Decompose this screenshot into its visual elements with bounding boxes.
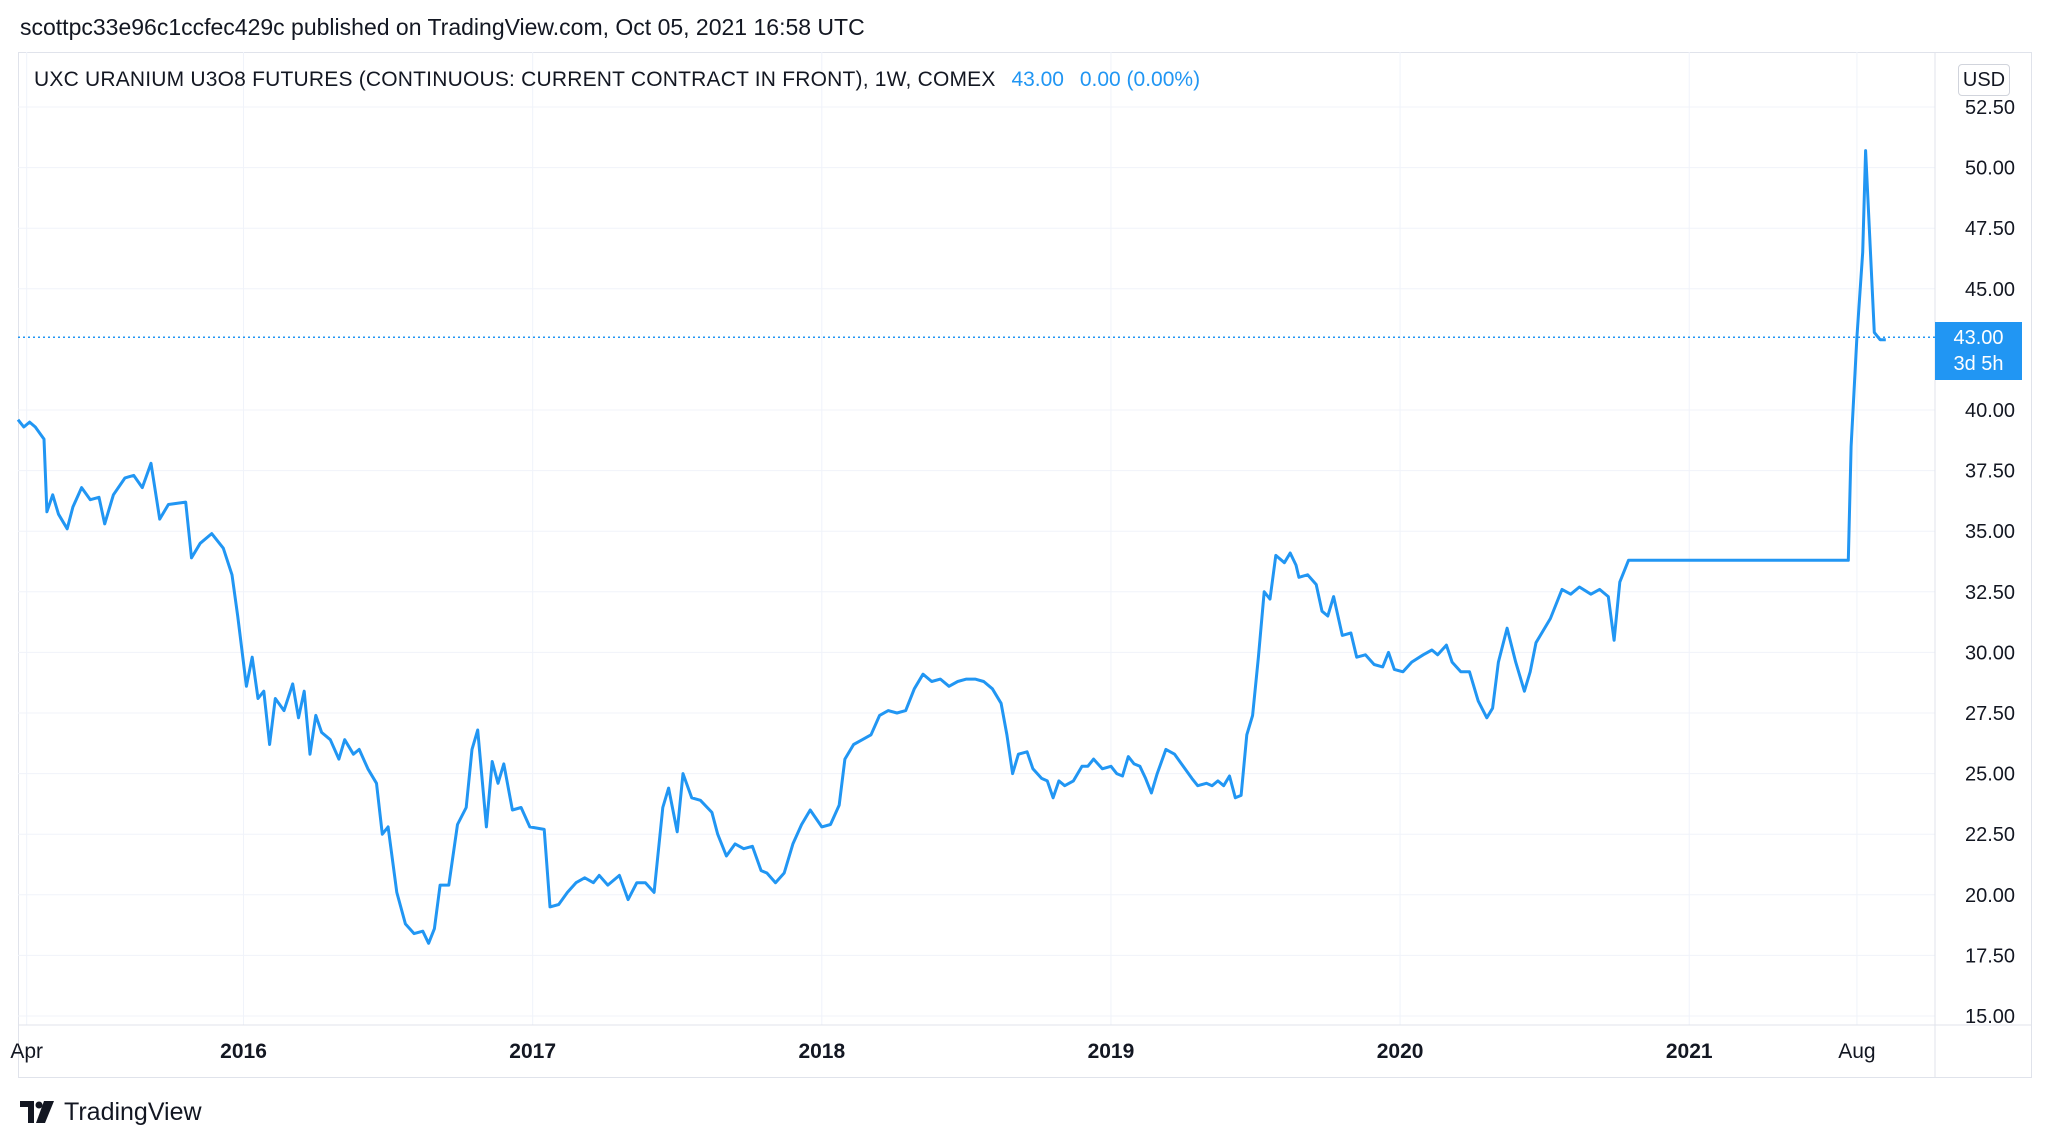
x-tick-label: 2019 [1088,1040,1135,1063]
y-tick-label: 40.00 [1965,400,2015,422]
y-tick-label: 25.00 [1965,764,2015,786]
last-price-tag-value: 43.00 [1953,327,2004,349]
last-price-tag: 43.00 3d 5h [1935,322,2022,380]
price-axis: 15.00 17.50 20.00 22.50 25.00 27.50 30.00 32.50… [1965,97,2015,1028]
y-tick-label: 15.00 [1965,1006,2015,1028]
y-tick-label: 30.00 [1965,642,2015,664]
currency-button[interactable]: USD [1958,64,2010,96]
x-tick-label: 2018 [798,1040,845,1063]
time-axis: Apr 2016 2017 2018 2019 2020 2021 Aug [10,1040,1875,1063]
y-tick-label: 20.00 [1965,885,2015,907]
y-tick-label: 47.50 [1965,218,2015,240]
tradingview-logo[interactable]: TradingView [20,1095,202,1129]
x-tick-label: 2016 [220,1040,267,1063]
y-tick-label: 45.00 [1965,279,2015,301]
grid-lines [18,52,1935,1025]
y-tick-label: 32.50 [1965,582,2015,604]
last-value: 43.00 [1011,68,1064,91]
tradingview-logo-icon [20,1101,54,1123]
brand-name: TradingView [64,1097,202,1126]
x-tick-label: 2021 [1666,1040,1713,1063]
x-tick-label: 2017 [509,1040,556,1063]
bar-countdown: 3d 5h [1953,353,2004,375]
price-chart[interactable]: 15.00 17.50 20.00 22.50 25.00 27.50 30.00 32.50… [0,0,2048,1090]
y-tick-label: 27.50 [1965,703,2015,725]
change-value: 0.00 (0.00%) [1079,68,1201,91]
y-tick-label: 17.50 [1965,945,2015,967]
publisher-line: scottpc33e96c1ccfec429c published on Tra… [20,14,865,40]
y-tick-label: 50.00 [1965,158,2015,180]
x-tick-label: 2020 [1377,1040,1424,1063]
x-tick-label: Apr [10,1040,43,1063]
y-tick-label: 52.50 [1965,97,2015,119]
y-tick-label: 35.00 [1965,521,2015,543]
symbol-name: UXC URANIUM U3O8 FUTURES (CONTINUOUS: CU… [34,68,996,91]
x-tick-label: Aug [1838,1040,1875,1063]
y-tick-label: 22.50 [1965,824,2015,846]
chart-frame [18,52,2032,1078]
symbol-header: UXC URANIUM U3O8 FUTURES (CONTINUOUS: CU… [34,68,1200,92]
price-series-line [16,149,1886,945]
y-tick-label: 37.50 [1965,461,2015,483]
